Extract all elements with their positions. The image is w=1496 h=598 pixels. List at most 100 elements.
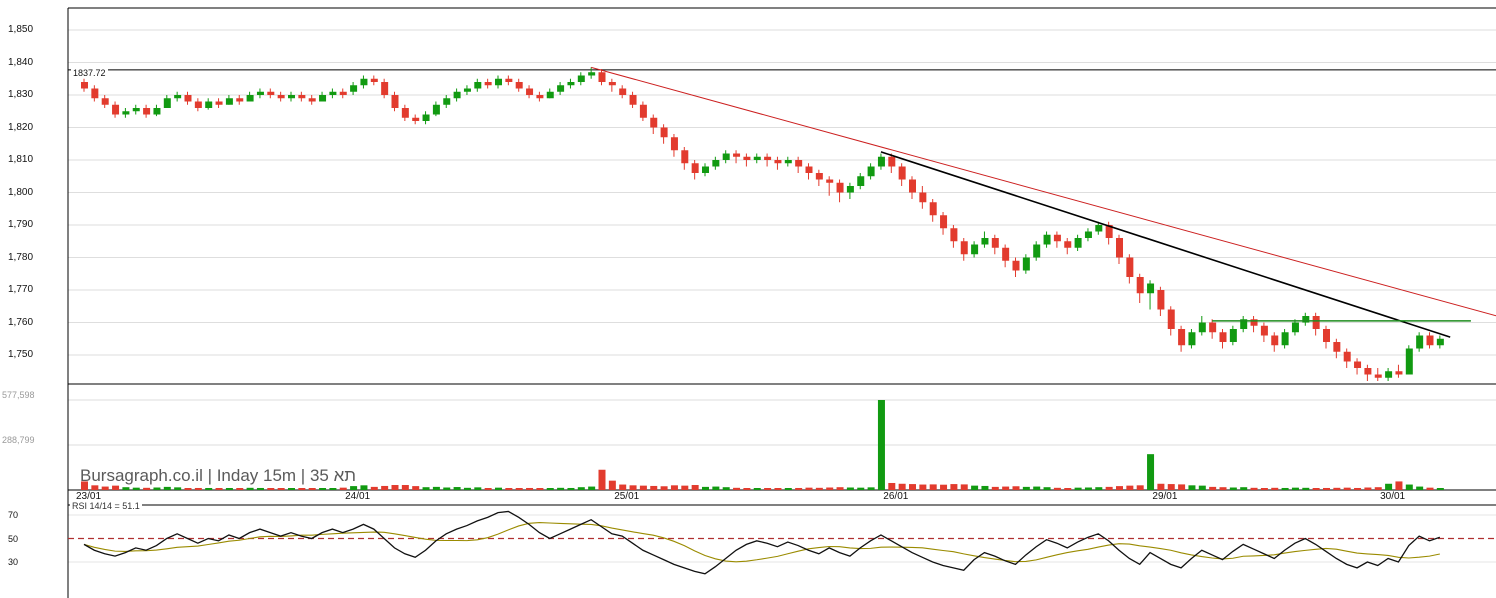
candle-body [1167, 309, 1175, 329]
volume-bar [1198, 485, 1206, 490]
volume-bar [256, 487, 264, 490]
volume-bar [474, 487, 482, 490]
volume-bar [1012, 486, 1020, 490]
candle-body [1354, 361, 1362, 368]
volume-bar [308, 488, 316, 490]
candle-body [815, 173, 823, 180]
candle-body [1053, 234, 1061, 242]
candle-body [256, 91, 264, 95]
candle-body [432, 104, 440, 115]
volume-bar [1250, 487, 1258, 490]
candle-body [650, 117, 658, 128]
volume-bar [1178, 484, 1186, 490]
volume-bar [846, 487, 854, 490]
price-tick-label: 1,770 [8, 284, 34, 295]
volume-bar [919, 484, 927, 490]
volume-bar [1116, 486, 1123, 490]
candle-body [1219, 332, 1227, 342]
candle-body [350, 85, 358, 92]
volume-bar [112, 485, 120, 490]
candle-body [91, 88, 99, 99]
candle-body [702, 166, 709, 173]
volume-bar [1416, 486, 1424, 490]
candle-body [1250, 319, 1258, 326]
candle-body [163, 98, 171, 108]
volume-bar [867, 487, 875, 490]
candle-body [784, 160, 792, 164]
candle-body [1333, 342, 1341, 352]
candle-body [1260, 325, 1268, 336]
date-tick-label: 26/01 [883, 491, 909, 502]
price-tick-label: 1,760 [8, 316, 34, 328]
candle-body [1291, 322, 1299, 333]
candle-body [805, 166, 813, 173]
volume-bar [1074, 487, 1082, 490]
rsi-tick-label: 30 [8, 557, 19, 567]
candle-body [288, 95, 295, 99]
volume-bar [1147, 454, 1155, 490]
candle-body [1385, 371, 1393, 378]
volume-bar [857, 487, 865, 490]
candle-body [526, 88, 534, 95]
candle-body [1240, 319, 1248, 329]
candle-body [1405, 348, 1413, 375]
volume-bar [194, 487, 202, 490]
candle-body [774, 160, 782, 164]
candle-body [277, 95, 285, 99]
candle-body [877, 156, 885, 167]
candle-body [153, 108, 161, 115]
volume-bar [484, 488, 492, 490]
volume-bar [515, 488, 523, 490]
volume-tick-label: 577,598 [2, 390, 35, 400]
volume-bar [1209, 486, 1217, 490]
candle-body [1022, 257, 1030, 271]
candle-body [1426, 335, 1434, 346]
rsi-signal-line [83, 521, 1440, 563]
candle-body [670, 137, 678, 151]
candle-body [929, 202, 937, 216]
volume-bar [401, 485, 409, 490]
volume-bar [815, 487, 823, 490]
volume-bar [753, 488, 761, 490]
date-tick-label: 24/01 [345, 491, 371, 502]
volume-bar [153, 487, 161, 490]
candle-body [1312, 316, 1320, 329]
volume-bar [443, 487, 451, 490]
volume-bar [81, 481, 88, 490]
volume-bar [619, 484, 627, 490]
candle-body [225, 98, 233, 105]
volume-bar [805, 487, 813, 490]
volume-bar [1095, 487, 1103, 490]
volume-bar [608, 480, 616, 490]
candle-body [909, 179, 916, 193]
volume-bar [1167, 484, 1175, 490]
candle-body [401, 108, 409, 118]
candle-body [122, 111, 130, 115]
candle-body [412, 117, 420, 121]
volume-bar [391, 485, 399, 490]
candle-body [1395, 371, 1403, 375]
candle-body [1095, 225, 1103, 232]
volume-bar [495, 487, 502, 490]
candle-body [1002, 247, 1010, 261]
volume-bar [795, 487, 803, 490]
candle-body [308, 98, 316, 102]
volume-bar [670, 485, 678, 490]
volume-bar [660, 486, 668, 490]
candle-body [81, 82, 88, 89]
candle-body [1343, 351, 1351, 362]
volume-tick-label: 288,799 [2, 435, 35, 445]
rsi-indicator-label: RSI 14/14 = 51.1 [70, 501, 142, 511]
volume-bar [877, 400, 885, 490]
candle-body [246, 95, 254, 102]
candle-body [370, 78, 378, 82]
candle-body [1323, 329, 1330, 342]
rsi-tick-label: 50 [8, 533, 19, 544]
candle-body [143, 108, 151, 115]
volume-bar [184, 488, 192, 490]
rsi-line [83, 510, 1441, 575]
volume-bar [898, 483, 906, 490]
candle-body [846, 186, 854, 193]
